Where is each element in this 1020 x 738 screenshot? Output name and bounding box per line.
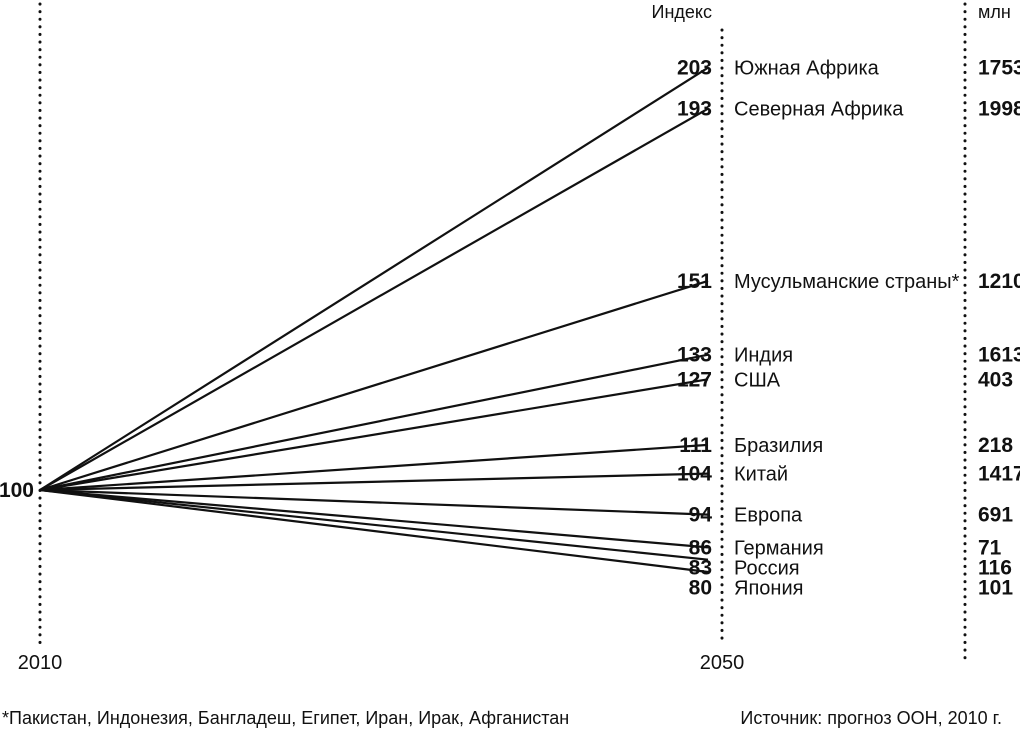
series-line xyxy=(39,488,709,574)
population-value-label: 1417 xyxy=(978,463,1020,486)
region-name-label: Китай xyxy=(734,464,788,486)
population-value-label: 101 xyxy=(978,576,1013,599)
region-name-label: Южная Африка xyxy=(734,58,880,80)
index-value-label: 151 xyxy=(677,270,712,293)
region-name-label: США xyxy=(734,369,781,391)
index-value-label: 80 xyxy=(689,576,712,599)
series-labels: 203 Южная Африка 1753 193 Северная Африка 199… xyxy=(677,57,1020,600)
index-value-label: 86 xyxy=(689,536,712,559)
region-name-label: Япония xyxy=(734,577,803,599)
series-line xyxy=(39,279,709,492)
series-line xyxy=(39,472,709,492)
dotted-guide-lines xyxy=(38,2,967,667)
population-value-label: 1210 xyxy=(978,270,1020,293)
series-line xyxy=(39,378,709,492)
population-value-label: 1753 xyxy=(978,57,1020,80)
index-value-label: 94 xyxy=(689,504,713,527)
region-name-label: Индия xyxy=(734,345,793,367)
source-note: Источник: прогноз ООН, 2010 г. xyxy=(740,708,1002,728)
series-line xyxy=(39,488,709,549)
index-value-label: 111 xyxy=(679,434,712,457)
population-value-label: 218 xyxy=(978,434,1013,457)
index-value-label: 193 xyxy=(677,98,712,121)
x-tick-label-start: 2010 xyxy=(18,652,63,674)
population-value-label: 403 xyxy=(978,368,1013,391)
series-line xyxy=(39,488,709,516)
population-value-label: 116 xyxy=(978,556,1012,579)
population-value-label: 691 xyxy=(978,504,1013,527)
index-value-label: 133 xyxy=(677,344,712,367)
index-column-header: Индекс xyxy=(652,2,712,22)
index-value-label: 203 xyxy=(677,57,712,80)
region-name-label: Северная Африка xyxy=(734,99,904,121)
region-name-label: Мусульманские страны* xyxy=(734,271,960,293)
region-name-label: Германия xyxy=(734,537,824,559)
population-value-label: 1998 xyxy=(978,98,1020,121)
population-value-label: 71 xyxy=(978,536,1002,559)
region-name-label: Бразилия xyxy=(734,435,823,457)
base-value-label: 100 xyxy=(0,479,34,502)
index-value-label: 104 xyxy=(677,463,712,486)
series-line xyxy=(39,66,709,491)
population-value-label: 1613 xyxy=(978,344,1020,367)
footnote: *Пакистан, Индонезия, Бангладеш, Египет,… xyxy=(2,708,570,728)
index-value-label: 83 xyxy=(689,556,712,579)
series-line xyxy=(39,107,709,491)
region-name-label: Европа xyxy=(734,505,803,527)
region-name-label: Россия xyxy=(734,557,800,579)
series-line xyxy=(39,443,709,492)
series-lines xyxy=(39,66,709,574)
series-line xyxy=(39,353,709,492)
population-column-header: млн xyxy=(978,2,1011,22)
x-tick-label-end: 2050 xyxy=(700,652,745,674)
index-value-label: 127 xyxy=(677,368,712,391)
series-line xyxy=(39,488,709,561)
